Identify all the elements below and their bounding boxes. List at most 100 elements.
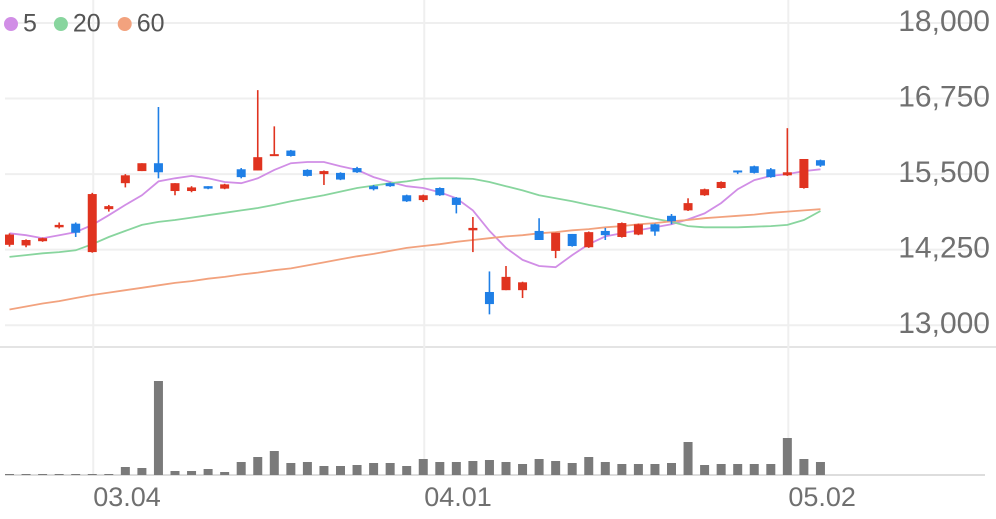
candle-body [319,171,329,175]
legend-label: 20 [73,10,101,38]
candle-body [418,195,428,201]
volume-bar [253,457,263,475]
legend-label: 60 [137,10,165,38]
candle-body [5,234,14,245]
volume-bar [749,464,759,475]
volume-bar [766,464,776,475]
candle-body [170,183,180,192]
candle-body [584,232,594,248]
candle-body [302,169,312,176]
y-tick-label: 13,000 [898,307,990,340]
volume-bar [567,463,577,475]
candle-body [766,169,776,178]
candle-body [203,186,213,189]
volume-bar [451,462,461,475]
volume-bar [435,462,445,475]
volume-bar [700,465,710,475]
candle-body [435,188,445,196]
candle-body [220,184,230,189]
legend-swatch [53,17,68,31]
volume-bar [484,460,494,475]
x-tick-label: 04.01 [424,482,492,512]
x-tick-label: 05.02 [788,482,856,512]
volume-bar [716,464,726,475]
candle-body [451,197,461,205]
candle-body [501,276,511,291]
candle-body [269,154,279,157]
candle-body [137,163,147,172]
volume-bar [600,462,610,475]
volume-bar [667,463,676,475]
volume-bar [815,462,825,475]
volume-bar [286,463,296,475]
legend-swatch [4,17,18,31]
volume-bar [71,474,81,475]
candle-body [716,181,726,189]
volume-bar [369,463,379,475]
candle-body [518,282,528,291]
candle-body [484,291,494,305]
volume-bar [54,474,64,475]
candle-body [567,233,577,247]
volume-bar [352,465,362,475]
candle-body [551,232,561,251]
candle-body [153,163,163,173]
volume-bar [319,466,329,475]
y-tick-label: 14,250 [898,232,990,265]
volume-bar [269,451,279,475]
legend-label: 5 [23,10,37,38]
legend-swatch [117,17,132,31]
legend-item: 60 [117,10,165,38]
ma-line [9,177,821,258]
candle-body [104,206,114,210]
volume-bar [551,461,561,475]
volume-bar [5,474,14,475]
ma-line [9,208,821,311]
volume-bar [418,459,428,475]
legend-item: 5 [4,10,37,38]
candle-body [700,189,710,196]
volume-bar [534,459,544,475]
candle-body [749,166,759,173]
candle-body [815,160,825,166]
volume-bar [799,459,809,475]
candle-body [38,238,48,242]
candle-body [71,223,81,233]
volume-bar [468,461,478,475]
candle-body [286,150,296,156]
y-tick-label: 15,500 [898,156,990,189]
volume-bar [683,442,693,475]
volume-bar [385,463,395,475]
volume-bar [302,462,312,475]
candle-body [468,227,478,231]
candle-body [782,172,792,176]
volume-bar [187,471,197,475]
volume-bar [633,464,643,475]
candle-body [617,223,627,237]
candle-body [253,157,263,171]
candle-body [54,224,64,228]
volume-bar [21,474,31,475]
volume-bar [104,474,114,475]
y-tick-label: 16,750 [898,80,990,113]
x-tick-label: 03.04 [93,482,161,512]
volume-bar [87,474,97,475]
candle-body [187,187,197,192]
candle-body [87,194,97,253]
volume-bar [203,469,213,475]
volume-bar [501,462,511,475]
candle-body [402,195,412,202]
volume-bar [336,466,345,475]
volume-bar [650,464,660,475]
volume-bar [220,472,230,475]
candle-body [600,230,610,236]
volume-bar [137,468,147,475]
candle-body [799,158,809,189]
volume-bar [153,381,163,475]
volume-bar [518,464,528,475]
volume-bar [236,462,246,475]
y-tick-label: 18,000 [898,5,990,38]
candle-body [633,224,643,235]
candle-body [369,186,379,190]
